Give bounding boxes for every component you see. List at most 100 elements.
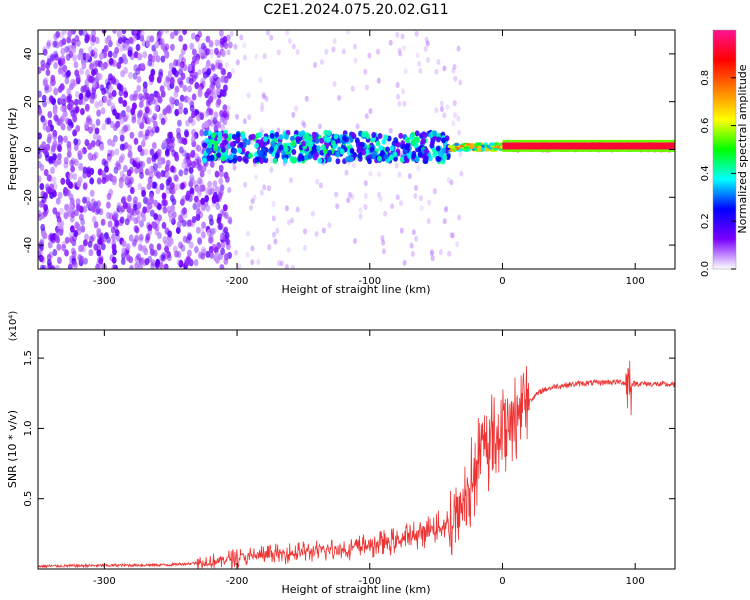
heatmap-cell — [206, 147, 211, 154]
heatmap-cell — [40, 223, 46, 232]
heatmap-cell — [77, 254, 83, 262]
heatmap-cell — [227, 41, 233, 49]
heatmap-cell — [104, 165, 109, 173]
heatmap-cell — [39, 255, 44, 263]
heatmap-cell — [254, 53, 259, 60]
heatmap-cell — [174, 175, 179, 183]
heatmap-cell — [147, 224, 153, 232]
heatmap-cell — [178, 146, 184, 154]
heatmap-cell — [210, 187, 216, 195]
heatmap-cell — [169, 96, 174, 104]
heatmap-cell — [92, 81, 97, 89]
heatmap-cell — [332, 81, 337, 87]
heatmap-cell — [301, 140, 306, 147]
heatmap-cell — [432, 130, 438, 137]
heatmap-cell — [74, 106, 80, 114]
heatmap-cell — [213, 111, 219, 119]
heatmap-cell — [191, 129, 197, 137]
heatmap-cell — [195, 34, 200, 42]
heatmap-cell — [179, 61, 185, 69]
heatmap-cell — [227, 71, 232, 79]
heatmap-cell — [62, 30, 67, 35]
heatmap-cell — [203, 130, 209, 137]
heatmap-cell — [347, 191, 352, 198]
heatmap-cell — [70, 165, 75, 173]
heatmap-cell — [189, 187, 195, 195]
heatmap-cell — [327, 149, 332, 156]
heatmap-cell — [237, 155, 243, 162]
heatmap-cell — [411, 152, 417, 159]
heatmap-cell — [106, 211, 111, 219]
heatmap-cell — [261, 93, 266, 100]
heatmap-cell — [237, 263, 242, 269]
heatmap-cell — [272, 231, 276, 238]
heatmap-cell — [176, 30, 182, 34]
heatmap-cell — [164, 30, 170, 34]
heatmap-cell — [170, 141, 176, 149]
heatmap-cell — [263, 136, 268, 143]
heatmap-cell — [257, 131, 263, 138]
heatmap-cell — [80, 218, 86, 226]
heatmap-cell — [135, 207, 141, 216]
heatmap-cell — [61, 70, 67, 78]
heatmap-cell — [269, 34, 274, 41]
heatmap-cell — [232, 157, 238, 164]
heatmap-cell — [215, 78, 221, 86]
heatmap-cell — [212, 117, 218, 125]
heatmap-cell — [114, 148, 120, 156]
heatmap-cell — [390, 203, 395, 210]
heatmap-cell — [139, 30, 145, 37]
heatmap-cell — [210, 63, 216, 71]
heatmap-cell — [199, 184, 204, 193]
heatmap-cell — [242, 54, 247, 61]
heatmap-cell — [318, 182, 323, 189]
heatmap-cell — [190, 135, 196, 144]
heatmap-cell — [127, 150, 133, 158]
heatmap-cell — [192, 133, 197, 141]
heatmap-cell — [287, 38, 292, 44]
heatmap-cell — [364, 113, 369, 120]
heatmap-cell — [140, 257, 146, 265]
heatmap-cell — [196, 144, 202, 152]
heatmap-cell — [58, 63, 64, 72]
heatmap-cell — [148, 165, 154, 173]
heatmap-cell — [426, 56, 431, 63]
heatmap-cell — [314, 152, 319, 158]
heatmap-cell — [200, 80, 206, 88]
snr-frame — [37, 329, 676, 570]
heatmap-cell — [436, 136, 441, 143]
heatmap-cell — [67, 263, 73, 269]
heatmap-cell — [71, 30, 76, 35]
heatmap-cell — [223, 211, 229, 220]
heatmap-cell — [70, 157, 76, 165]
heatmap-cell — [177, 119, 182, 127]
heatmap-cell — [42, 78, 48, 86]
heatmap-cell — [85, 34, 90, 42]
heatmap-cell — [70, 78, 76, 86]
heatmap-cell — [82, 181, 88, 189]
heatmap-cell — [133, 51, 139, 59]
heatmap-cell — [72, 54, 78, 62]
heatmap-cell — [399, 227, 404, 234]
heatmap-cell — [102, 95, 108, 103]
heatmap-cell — [58, 135, 64, 143]
heatmap-cell — [245, 139, 251, 146]
heatmap-cell — [116, 202, 122, 210]
heatmap-cell — [169, 194, 175, 202]
heatmap-cell — [62, 64, 68, 72]
heatmap-cell — [116, 30, 122, 38]
heatmap-cell — [235, 132, 241, 139]
heatmap-cell — [66, 150, 72, 158]
heatmap-cell — [291, 111, 296, 118]
heatmap-cell — [135, 161, 141, 169]
heatmap-cell — [197, 86, 203, 94]
heatmap-cell — [346, 197, 351, 204]
heatmap-cell — [463, 146, 469, 150]
heatmap-cell — [121, 173, 127, 182]
heatmap-cell — [111, 264, 117, 269]
heatmap-cell — [147, 59, 153, 67]
heatmap-cell — [108, 73, 113, 81]
heatmap-cell — [368, 108, 373, 115]
heatmap-cell — [350, 193, 355, 200]
heatmap-cells — [38, 30, 675, 269]
